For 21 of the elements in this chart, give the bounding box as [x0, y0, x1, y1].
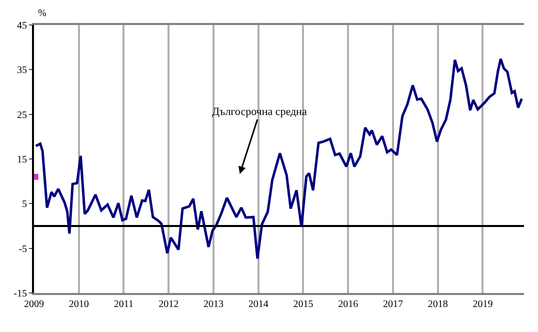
y-tick-label: 5 — [22, 199, 27, 210]
y-tick-label: 15 — [17, 154, 27, 166]
x-tick-label: 2014 — [248, 299, 268, 310]
x-tick-label: 2017 — [382, 299, 403, 310]
y-tick-label: -15 — [14, 288, 27, 300]
x-tick-label: 2018 — [428, 299, 448, 310]
x-tick-label: 2011 — [114, 299, 134, 310]
y-tick-label: -5 — [18, 244, 27, 255]
x-tick-label: 2016 — [338, 299, 358, 310]
x-tick-label: 2012 — [158, 299, 179, 310]
y-tick-label: 25 — [17, 110, 27, 121]
y-tick-label: 35 — [17, 65, 27, 76]
x-tick-label: 2013 — [203, 299, 224, 310]
y-axis-title: % — [38, 8, 46, 19]
x-tick-label: 2010 — [68, 299, 89, 310]
ref-line-label: Дългосрочна средна — [212, 106, 307, 118]
x-tick-label: 2009 — [24, 299, 44, 310]
x-tick-label: 2019 — [472, 299, 493, 310]
y-tick-label: 45 — [17, 20, 27, 32]
line-series — [34, 58, 524, 260]
x-tick-label: 2015 — [293, 299, 314, 310]
